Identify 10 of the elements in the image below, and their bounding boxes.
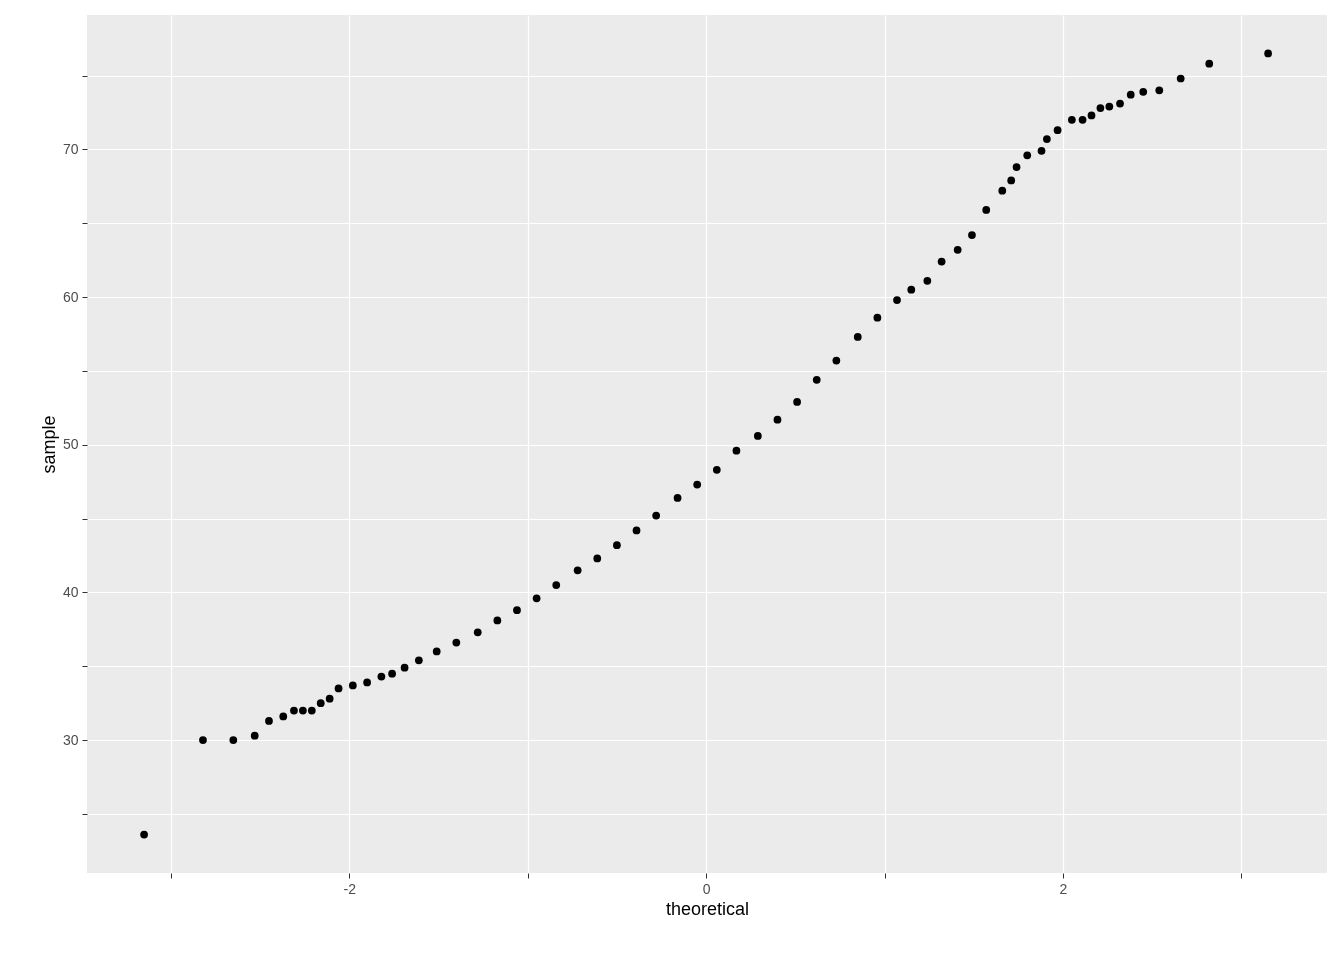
y-tick-label: 30 [62,731,79,748]
y-axis-title: sample [38,415,59,474]
y-tick-label: 40 [62,583,79,600]
x-tick-label: 2 [1059,880,1068,897]
x-tick-label: -2 [343,880,357,897]
x-axis-title: theoretical [665,898,750,919]
y-tick-label: 60 [62,288,79,305]
y-tick-label: 70 [62,140,79,157]
x-tick-label: 0 [702,880,711,897]
y-tick-label: 50 [62,436,79,453]
